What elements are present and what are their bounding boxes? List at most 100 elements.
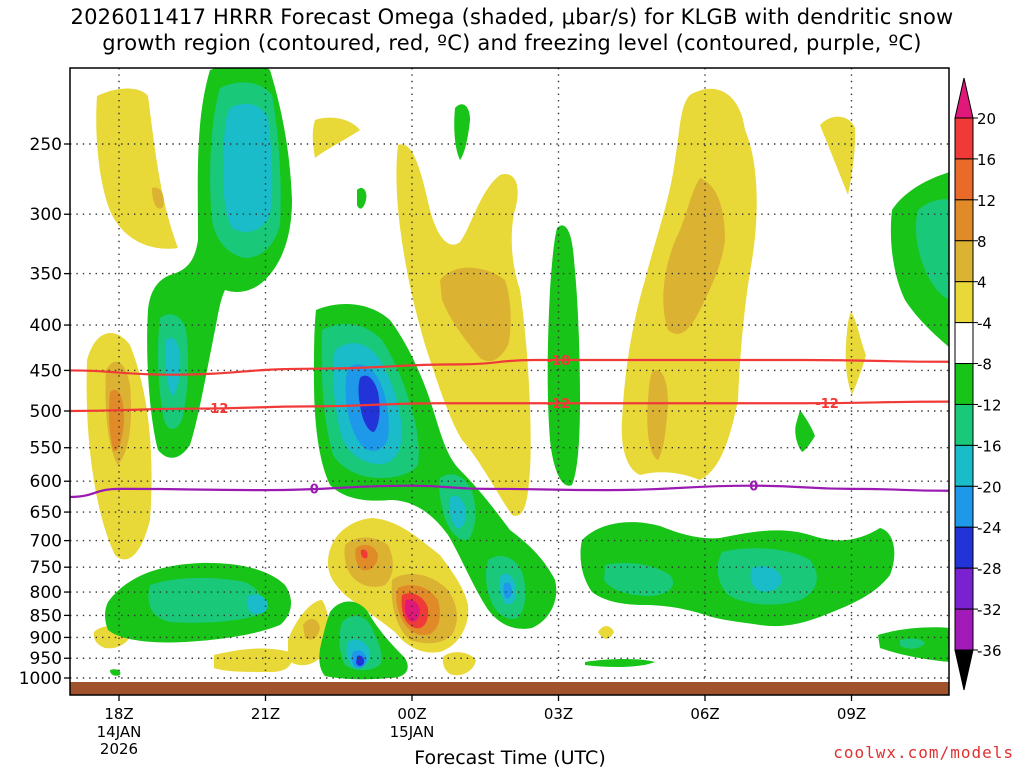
watermark-text: coolwx.com/models bbox=[833, 743, 1014, 762]
colorbar-bin bbox=[954, 608, 974, 651]
isotherm-label: -18 bbox=[547, 354, 571, 369]
omega-rising-region bbox=[915, 199, 949, 300]
x-tick-sublabel: 2026 bbox=[100, 740, 138, 758]
colorbar-label: 20 bbox=[977, 110, 996, 128]
omega-rising-region bbox=[454, 104, 470, 160]
y-tick-label: 800 bbox=[30, 583, 62, 603]
omega-sinking-region bbox=[845, 312, 866, 395]
colorbar-label: -24 bbox=[977, 519, 1002, 537]
omega-rising-region bbox=[165, 337, 181, 396]
colorbar-bin bbox=[954, 444, 974, 487]
x-tick-label: 09Z bbox=[837, 705, 866, 723]
x-tick-sublabel: 14JAN bbox=[97, 723, 142, 741]
omega-rising-region bbox=[547, 225, 580, 486]
y-tick-label: 650 bbox=[30, 503, 62, 523]
isotherm-line bbox=[70, 484, 949, 499]
omega-rising-region bbox=[222, 103, 273, 232]
colorbar-label: -8 bbox=[977, 356, 992, 374]
omega-sinking-region bbox=[109, 389, 124, 451]
omega-rising-region bbox=[246, 594, 268, 614]
isotherm-label: -12 bbox=[547, 397, 571, 412]
colorbar-label: -36 bbox=[977, 642, 1002, 660]
colorbar-label: 16 bbox=[977, 151, 996, 169]
y-tick-label: 1000 bbox=[19, 669, 62, 689]
colorbar-label: 8 bbox=[977, 233, 987, 251]
y-tick-label: 950 bbox=[30, 649, 62, 669]
x-tick-sublabel: 15JAN bbox=[390, 723, 435, 741]
omega-rising-region bbox=[357, 188, 367, 209]
omega-sinking-region bbox=[214, 648, 292, 672]
y-tick-label: 550 bbox=[30, 439, 62, 459]
y-tick-label: 500 bbox=[30, 402, 62, 422]
omega-rising-region bbox=[110, 669, 121, 676]
omega-rising-region bbox=[900, 638, 925, 649]
colorbar-bin bbox=[954, 322, 974, 365]
colorbar-bin bbox=[954, 485, 974, 528]
omega-rising-region bbox=[503, 582, 512, 599]
omega-sinking-region bbox=[152, 187, 164, 209]
y-tick-label: 450 bbox=[30, 361, 62, 381]
omega-rising-region bbox=[148, 577, 263, 623]
y-axis: 2503003504004505005506006507007508008509… bbox=[19, 135, 70, 689]
colorbar-bin bbox=[954, 526, 974, 569]
colorbar-bin bbox=[954, 199, 974, 242]
y-tick-label: 600 bbox=[30, 472, 62, 492]
omega-sinking-region bbox=[312, 117, 360, 158]
y-tick-label: 850 bbox=[30, 606, 62, 626]
colorbar-label: -20 bbox=[977, 478, 1002, 496]
colorbar-label: -28 bbox=[977, 560, 1002, 578]
plot-frame bbox=[69, 67, 950, 696]
colorbar: 20 16 12 8 4 -4 -8 -12 -16 -20 -24 -28 -32 -36 bbox=[954, 77, 1002, 691]
omega-shading bbox=[86, 68, 949, 680]
chart-title: 2026011417 HRRR Forecast Omega (shaded, … bbox=[0, 4, 1024, 56]
colorbar-label: -32 bbox=[977, 601, 1002, 619]
omega-sinking-region bbox=[96, 88, 178, 249]
colorbar-label: -12 bbox=[977, 396, 1002, 414]
x-tick-label: 00Z bbox=[397, 705, 426, 723]
x-tick-label: 21Z bbox=[251, 705, 280, 723]
colorbar-top-arrow bbox=[954, 77, 974, 119]
omega-rising-region bbox=[795, 410, 815, 452]
x-tick-label: 18Z bbox=[104, 705, 133, 723]
colorbar-label: 12 bbox=[977, 192, 996, 210]
colorbar-label: -4 bbox=[977, 315, 992, 333]
omega-sinking-region bbox=[442, 652, 476, 676]
isotherm-line bbox=[70, 358, 949, 376]
colorbar-bin bbox=[954, 567, 974, 610]
isotherm-lines: -18 -12 -12 -12 0 0 bbox=[70, 354, 949, 499]
colorbar-bin bbox=[954, 403, 974, 446]
colorbar-bin bbox=[954, 363, 974, 405]
colorbar-label: 4 bbox=[977, 274, 987, 292]
y-tick-label: 250 bbox=[30, 135, 62, 155]
omega-sinking-region bbox=[360, 549, 368, 559]
omega-rising-region bbox=[750, 566, 782, 592]
chart-title-line2: growth region (contoured, red, ºC) and f… bbox=[102, 31, 922, 55]
omega-sinking-region bbox=[440, 267, 511, 362]
omega-sinking-region bbox=[647, 370, 668, 460]
y-tick-label: 700 bbox=[30, 532, 62, 552]
isotherm-label: -12 bbox=[205, 402, 229, 417]
omega-rising-region bbox=[585, 659, 655, 667]
colorbar-bottom-arrow bbox=[954, 649, 974, 691]
y-tick-label: 400 bbox=[30, 316, 62, 336]
chart-title-line1: 2026011417 HRRR Forecast Omega (shaded, … bbox=[70, 5, 954, 29]
y-tick-label: 300 bbox=[30, 205, 62, 225]
ground-surface-strip bbox=[70, 682, 949, 695]
colorbar-bin bbox=[954, 281, 974, 324]
x-axis-label: Forecast Time (UTC) bbox=[414, 747, 605, 768]
y-tick-label: 900 bbox=[30, 628, 62, 648]
omega-rising-region bbox=[449, 495, 467, 529]
isotherm-line bbox=[70, 400, 949, 413]
colorbar-bin bbox=[954, 240, 974, 283]
isotherm-label: -12 bbox=[815, 397, 839, 412]
x-tick-label: 03Z bbox=[544, 705, 573, 723]
omega-rising-region bbox=[358, 375, 380, 432]
omega-sinking-region bbox=[598, 626, 614, 639]
omega-sinking-region bbox=[303, 618, 320, 640]
y-tick-label: 350 bbox=[30, 265, 62, 285]
colorbar-label: -16 bbox=[977, 437, 1002, 455]
y-tick-label: 750 bbox=[30, 558, 62, 578]
omega-sinking-region bbox=[820, 116, 856, 195]
